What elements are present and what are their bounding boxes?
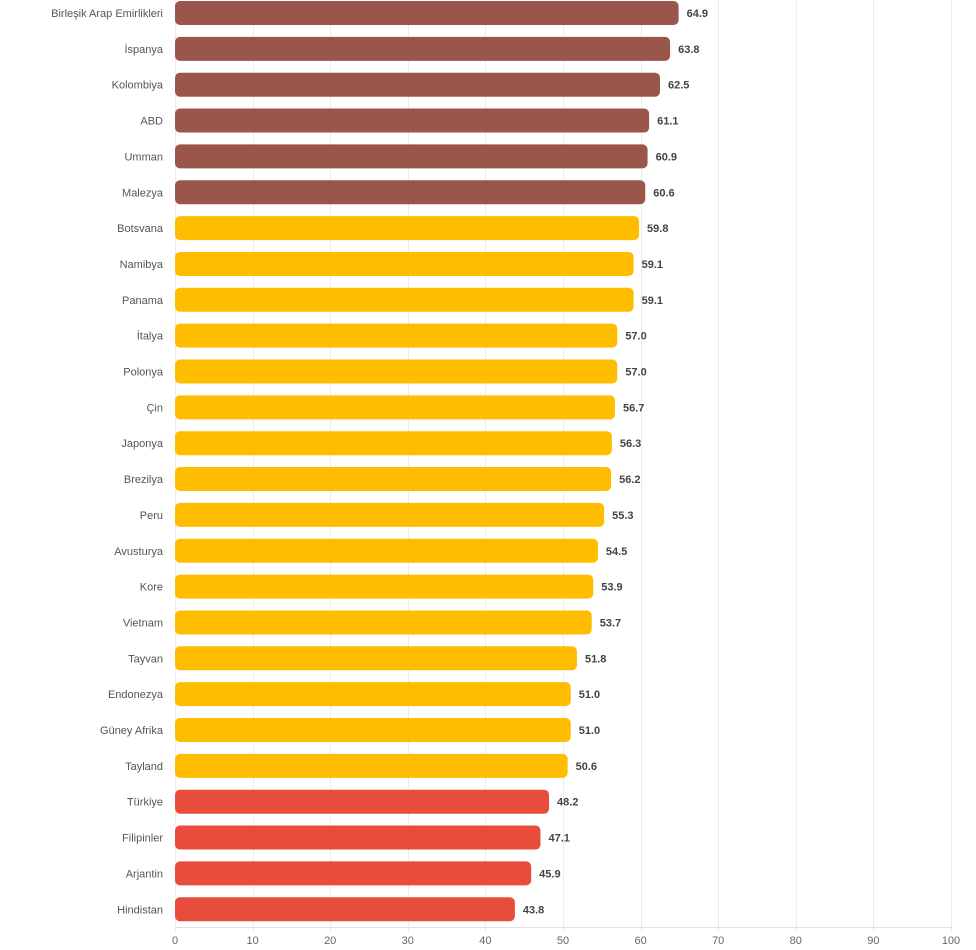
value-label: 51.8 xyxy=(585,653,606,665)
value-label: 53.7 xyxy=(600,617,621,629)
category-label: Çin xyxy=(146,402,163,414)
bar xyxy=(175,144,648,169)
category-label: Kore xyxy=(140,582,163,594)
category-label: Tayvan xyxy=(128,653,163,665)
bar xyxy=(175,897,515,922)
bar xyxy=(175,287,634,312)
bar xyxy=(175,718,571,742)
value-label: 43.8 xyxy=(523,904,544,916)
category-label: ABD xyxy=(140,116,163,128)
bar xyxy=(175,825,541,850)
category-label: Namibya xyxy=(120,259,164,271)
bar xyxy=(175,753,568,778)
bar xyxy=(175,72,660,97)
value-label: 47.1 xyxy=(548,833,569,845)
x-axis: 0 10 20 30 40 50 60 70 80 90 100 xyxy=(172,927,960,947)
value-label: 45.9 xyxy=(539,868,560,880)
bar xyxy=(175,36,671,61)
category-label: Botsvana xyxy=(117,223,164,235)
category-label: Vietnam xyxy=(123,617,163,629)
bar xyxy=(175,861,532,886)
bar xyxy=(175,251,634,276)
bar xyxy=(175,108,650,133)
category-label: Malezya xyxy=(122,187,164,199)
x-tick-label: 70 xyxy=(712,935,724,947)
value-label: 57.0 xyxy=(625,331,646,343)
x-tick-label: 20 xyxy=(324,935,336,947)
category-label: Brezilya xyxy=(124,474,164,486)
category-label: Güney Afrika xyxy=(100,725,164,737)
category-label: Birleşik Arap Emirlikleri xyxy=(51,8,163,20)
value-label: 53.9 xyxy=(601,582,622,594)
category-label: Polonya xyxy=(123,367,164,379)
x-tick-label: 60 xyxy=(634,935,646,947)
category-label: Kolombiya xyxy=(112,80,164,92)
x-tick-label: 40 xyxy=(479,935,491,947)
category-label: Tayland xyxy=(125,761,163,773)
category-label: Hindistan xyxy=(117,904,163,916)
bar xyxy=(175,180,646,205)
bar xyxy=(175,646,577,671)
x-tick-label: 30 xyxy=(402,935,414,947)
bar xyxy=(175,574,594,599)
value-label: 61.1 xyxy=(657,116,678,128)
bar xyxy=(175,682,571,707)
category-labels: Birleşik Arap Emirlikleri İspanya Kolombiy… xyxy=(51,8,164,916)
category-label: Peru xyxy=(140,510,163,522)
category-label: Türkiye xyxy=(127,797,163,809)
x-tick-label: 90 xyxy=(867,935,879,947)
bar xyxy=(175,323,618,348)
value-label: 60.6 xyxy=(653,187,674,199)
bar xyxy=(175,502,605,527)
x-tick-label: 50 xyxy=(557,935,569,947)
value-label: 50.6 xyxy=(576,761,597,773)
bar xyxy=(175,789,550,814)
category-label: Panama xyxy=(122,295,164,307)
bar xyxy=(175,1,679,25)
bar xyxy=(175,431,612,456)
value-label: 51.0 xyxy=(579,725,600,737)
x-tick-label: 100 xyxy=(942,935,960,947)
bar xyxy=(175,216,640,241)
value-labels: 64.9 63.8 62.5 61.1 60.9 60.6 59.8 59.1 59.1 57.0… xyxy=(523,8,708,916)
bar xyxy=(175,538,598,563)
x-tick-label: 10 xyxy=(246,935,258,947)
value-label: 63.8 xyxy=(678,44,699,56)
bar xyxy=(175,467,612,492)
value-label: 56.7 xyxy=(623,402,644,414)
value-label: 62.5 xyxy=(668,80,689,92)
category-label: İtalya xyxy=(137,330,164,343)
x-tick-label: 80 xyxy=(790,935,802,947)
category-label: İspanya xyxy=(124,43,163,56)
bars xyxy=(175,1,679,922)
bar xyxy=(175,359,618,384)
category-label: Umman xyxy=(124,151,163,163)
value-label: 56.2 xyxy=(619,474,640,486)
category-label: Avusturya xyxy=(114,546,164,558)
category-label: Filipinler xyxy=(122,833,163,845)
value-label: 57.0 xyxy=(625,367,646,379)
value-label: 54.5 xyxy=(606,546,627,558)
value-label: 51.0 xyxy=(579,689,600,701)
value-label: 64.9 xyxy=(687,8,708,20)
category-label: Endonezya xyxy=(108,689,164,701)
bar xyxy=(175,395,615,420)
value-label: 55.3 xyxy=(612,510,633,522)
category-label: Japonya xyxy=(121,438,163,450)
value-label: 59.1 xyxy=(642,295,663,307)
x-tick-label: 0 xyxy=(172,935,178,947)
value-label: 56.3 xyxy=(620,438,641,450)
value-label: 59.1 xyxy=(642,259,663,271)
value-label: 60.9 xyxy=(656,151,677,163)
value-label: 59.8 xyxy=(647,223,668,235)
bar xyxy=(175,610,592,635)
category-label: Arjantin xyxy=(126,868,163,880)
value-label: 48.2 xyxy=(557,797,578,809)
